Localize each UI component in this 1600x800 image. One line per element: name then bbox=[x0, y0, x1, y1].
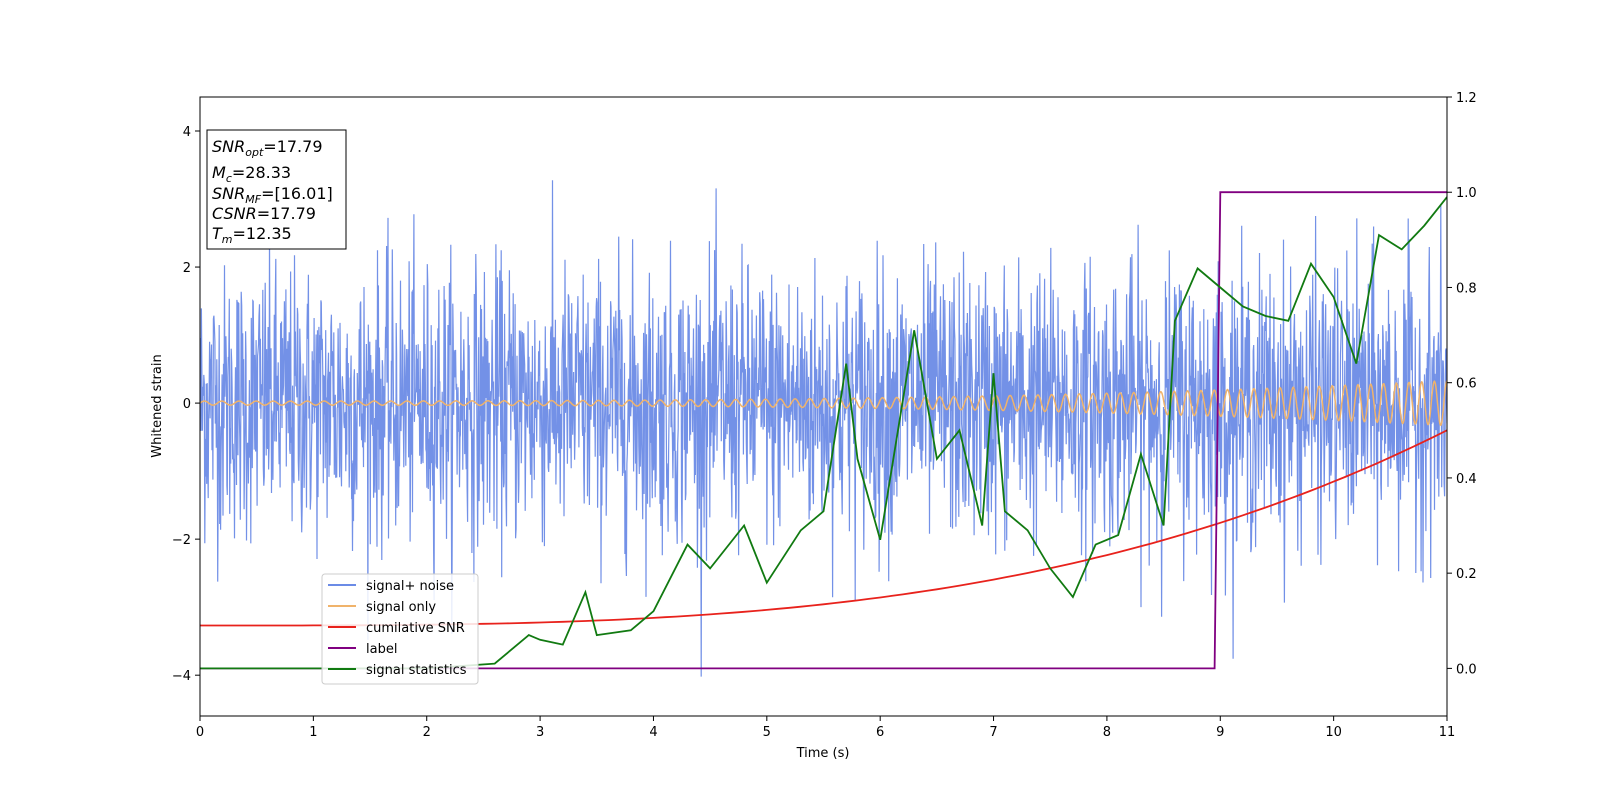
info-box-line: SNRMF=[16.01] bbox=[212, 184, 333, 206]
info-box-frame bbox=[206, 129, 347, 250]
y-right-tick-label: 1.2 bbox=[1456, 91, 1477, 106]
x-axis-label: Time (s) bbox=[796, 746, 850, 761]
plot-frame bbox=[199, 96, 1448, 717]
series-signal-statistics-line bbox=[200, 196, 1447, 670]
y-axis-label-left: Whitened strain bbox=[150, 354, 165, 457]
x-tick-label: 1 bbox=[309, 725, 317, 740]
info-box: SNRopt=17.79 Mc=28.33SNRMF=[16.01]CSNR=17… bbox=[206, 129, 347, 250]
y-right-tick-label: 0.8 bbox=[1456, 281, 1477, 296]
legend-frame bbox=[321, 573, 479, 685]
info-box-line: Tm=12.35 bbox=[212, 224, 292, 246]
x-tick-label: 8 bbox=[1103, 725, 1111, 740]
legend-label: signal+ noise bbox=[366, 579, 454, 594]
x-tick-label: 6 bbox=[876, 725, 884, 740]
x-tick-label: 10 bbox=[1325, 725, 1342, 740]
x-tick-label: 9 bbox=[1216, 725, 1224, 740]
x-tick-label: 7 bbox=[989, 725, 997, 740]
y-right-tick-label: 0.4 bbox=[1456, 472, 1477, 487]
info-box-line: Mc=28.33 bbox=[212, 163, 291, 185]
x-tick-label: 4 bbox=[649, 725, 657, 740]
y-right-tick-label: 0.6 bbox=[1456, 377, 1477, 392]
x-tick-label: 2 bbox=[423, 725, 431, 740]
info-box-line: CSNR=17.79 bbox=[212, 204, 316, 223]
axes-layer: 0 1 2 3 4 5 6 7 8 9 10 11 −4 −2 0 2 4 0.0 0.2 0.4 0.6 0.8 1.0 1… bbox=[172, 91, 1477, 740]
legend-label: label bbox=[366, 642, 397, 657]
y-right-tick-label: 0.2 bbox=[1456, 567, 1477, 582]
legend: signal+ noise signal only cumilative SNR la… bbox=[321, 573, 479, 685]
series-label-line bbox=[200, 191, 1447, 670]
series-signal-only-line bbox=[200, 380, 1447, 427]
x-tick-label: 5 bbox=[763, 725, 771, 740]
y-left-tick-label: 2 bbox=[183, 261, 191, 276]
y-left-tick-label: −2 bbox=[172, 533, 191, 548]
y-left-tick-label: −4 bbox=[172, 669, 191, 684]
y-left-tick-label: 4 bbox=[183, 125, 191, 140]
x-tick-label: 3 bbox=[536, 725, 544, 740]
legend-label: signal only bbox=[366, 600, 436, 615]
legend-label: signal statistics bbox=[366, 663, 467, 678]
series-signal-noise-line bbox=[200, 180, 1447, 677]
y-right-tick-label: 1.0 bbox=[1456, 186, 1477, 201]
info-box-line: SNRopt=17.79 bbox=[212, 137, 323, 159]
x-tick-label: 11 bbox=[1439, 725, 1456, 740]
x-tick-label: 0 bbox=[196, 725, 204, 740]
legend-label: cumilative SNR bbox=[366, 621, 465, 636]
y-right-tick-label: 0.0 bbox=[1456, 662, 1477, 677]
y-left-tick-label: 0 bbox=[183, 397, 191, 412]
